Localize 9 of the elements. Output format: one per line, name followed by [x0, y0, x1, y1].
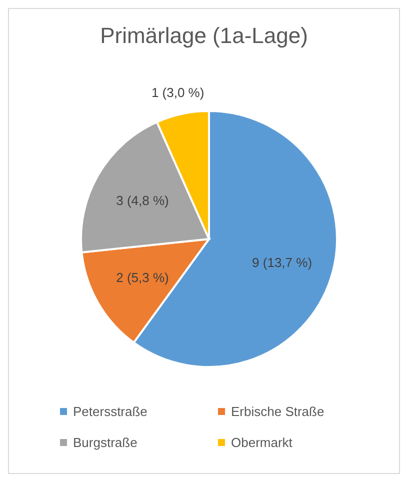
legend-label: Burgstraße	[73, 435, 138, 450]
data-label: 1 (3,0 %)	[151, 84, 204, 100]
legend-label: Erbische Straße	[231, 404, 324, 419]
data-label: 3 (4,8 %)	[116, 193, 169, 208]
legend-label: Petersstraße	[73, 404, 148, 419]
data-label: 2 (5,3 %)	[116, 270, 169, 285]
data-label: 9 (13,7 %)	[252, 255, 312, 270]
legend-label: Obermarkt	[231, 435, 292, 450]
chart-title: Primärlage (1a-Lage)	[99, 23, 309, 49]
